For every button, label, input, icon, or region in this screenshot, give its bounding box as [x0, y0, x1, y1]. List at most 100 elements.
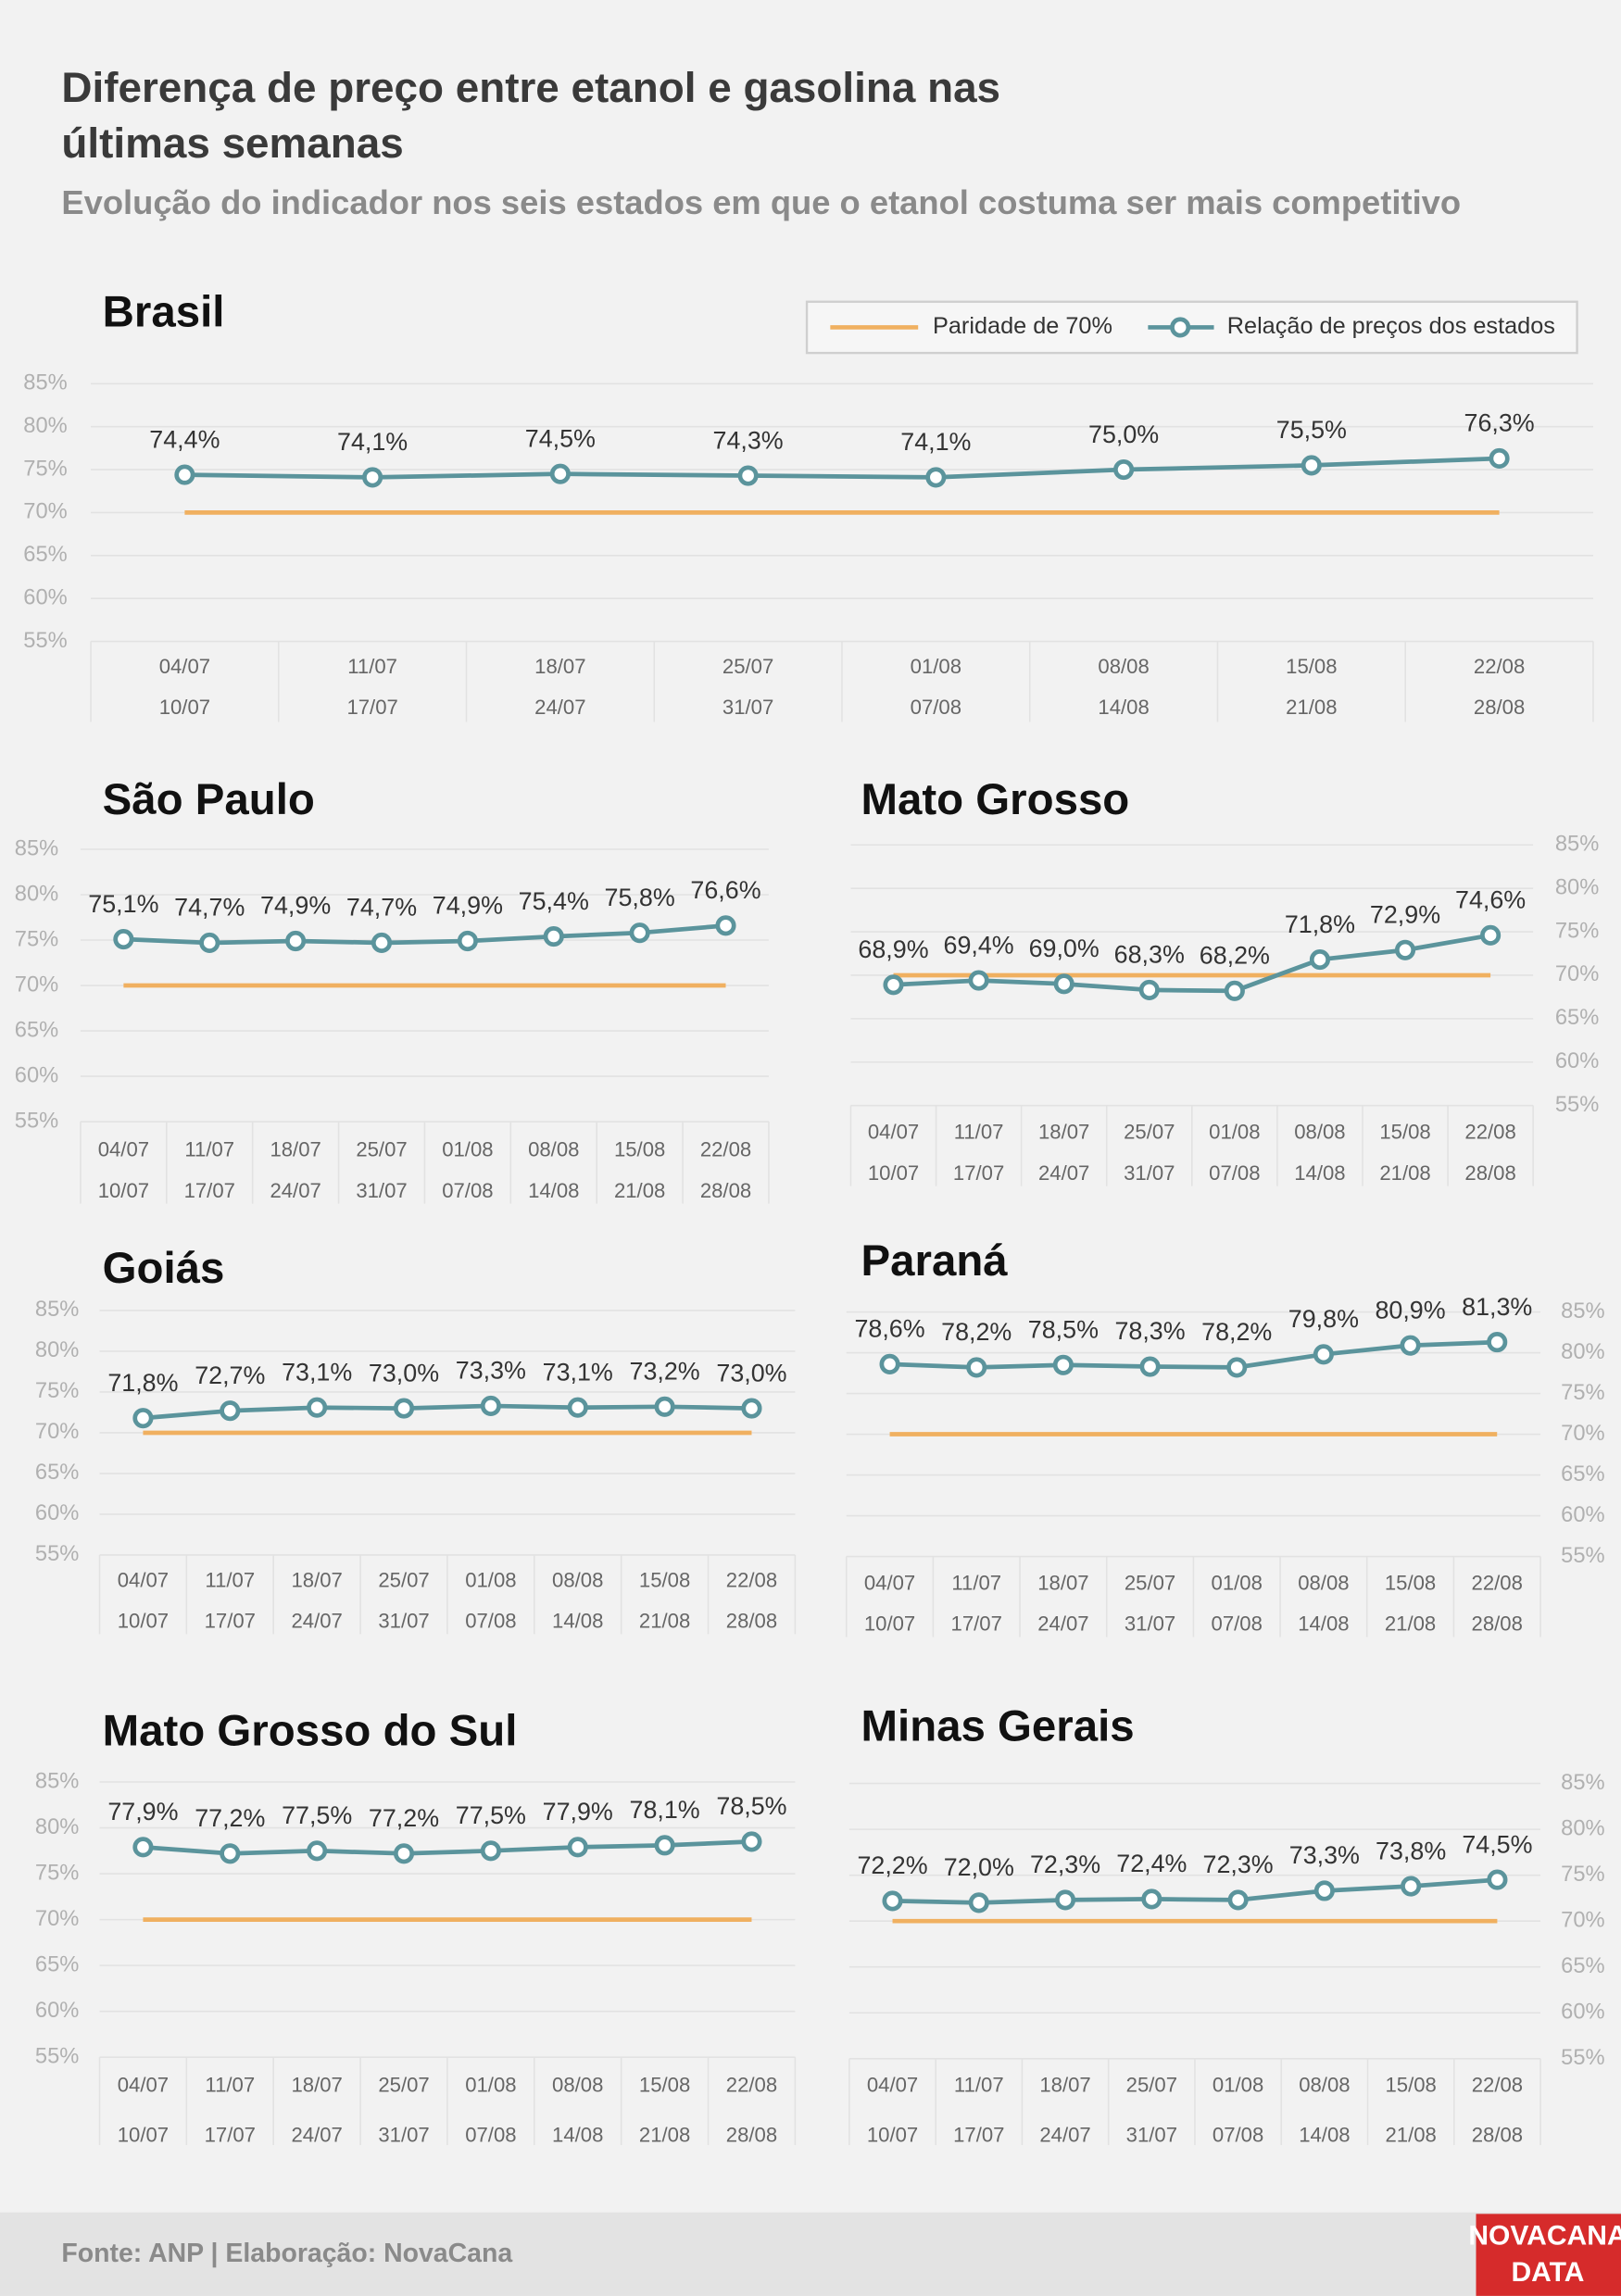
x-tick-label: 15/08	[614, 1138, 665, 1161]
point	[307, 1840, 328, 1862]
point	[1138, 979, 1160, 1000]
series-line	[889, 1339, 1498, 1370]
y-tick-label: 70%	[1561, 1908, 1604, 1932]
x-tick-label: 24/07	[291, 1610, 342, 1633]
point	[567, 1397, 588, 1418]
y-tick-label: 65%	[23, 543, 67, 567]
x-tick-label: 25/07	[378, 1568, 429, 1591]
x-tick-label: 31/07	[378, 2123, 429, 2146]
x-tick-label: 11/07	[954, 1121, 1004, 1144]
x-tick-label: 24/07	[534, 696, 585, 719]
y-tick-label: 75%	[35, 1861, 79, 1885]
point	[132, 1837, 154, 1858]
data-label: 78,2%	[941, 1318, 1012, 1346]
x-tick-label: 24/07	[1038, 1161, 1089, 1185]
point	[1400, 1335, 1421, 1356]
x-tick-label: 08/08	[552, 1568, 603, 1591]
title-line: Diferença de preço entre etanol e gasoli…	[61, 64, 1000, 111]
data-label: 73,1%	[282, 1358, 352, 1386]
point	[715, 915, 736, 936]
point	[543, 926, 564, 947]
x-tick-label: 08/08	[1298, 1571, 1349, 1594]
data-label: 71,8%	[1285, 910, 1355, 938]
point	[1401, 1876, 1422, 1897]
y-tick-label: 70%	[1561, 1422, 1604, 1446]
point	[567, 1837, 588, 1858]
y-tick-label: 85%	[35, 1769, 79, 1793]
data-label: 72,3%	[1203, 1851, 1274, 1878]
x-tick-label: 21/08	[639, 1610, 690, 1633]
data-label: 76,6%	[690, 876, 760, 904]
series-line	[892, 1877, 1498, 1905]
x-tick-label: 31/07	[1124, 1161, 1175, 1185]
data-label: 75,4%	[519, 887, 589, 915]
x-tick-label: 31/07	[1125, 1612, 1175, 1636]
chart-title: Mato Grosso do Sul	[103, 1706, 518, 1755]
x-tick-label: 15/08	[1385, 1571, 1436, 1594]
point	[371, 932, 393, 954]
data-label: 73,8%	[1376, 1837, 1446, 1864]
x-tick-label: 07/08	[465, 1610, 516, 1633]
x-tick-label: 25/07	[378, 2074, 429, 2097]
data-label: 74,4%	[149, 425, 220, 453]
x-tick-label: 11/07	[205, 1568, 255, 1591]
data-label: 78,6%	[854, 1315, 924, 1343]
x-tick-label: 10/07	[159, 696, 210, 719]
data-label: 68,3%	[1114, 941, 1185, 969]
chart-title: Paraná	[861, 1236, 1009, 1286]
y-tick-label: 85%	[23, 371, 67, 395]
data-label: 74,7%	[174, 894, 245, 922]
y-tick-label: 80%	[1555, 875, 1599, 899]
x-tick-label: 15/08	[639, 1568, 690, 1591]
x-tick-label: 01/08	[1209, 1121, 1260, 1144]
y-tick-label: 80%	[1561, 1340, 1604, 1364]
data-label: 80,9%	[1375, 1296, 1445, 1324]
y-tick-label: 65%	[1561, 1462, 1604, 1487]
x-tick-label: 21/08	[1286, 696, 1337, 719]
point	[132, 1408, 154, 1429]
chart-title: São Paulo	[103, 775, 315, 824]
x-tick-label: 04/07	[864, 1571, 915, 1594]
x-tick-label: 18/07	[1038, 1121, 1089, 1144]
x-tick-label: 10/07	[98, 1179, 149, 1202]
x-tick-label: 15/08	[1286, 655, 1337, 678]
x-tick-label: 07/08	[1212, 1612, 1263, 1636]
y-tick-label: 55%	[1561, 1544, 1604, 1568]
x-tick-label: 14/08	[528, 1179, 579, 1202]
data-label: 74,5%	[1462, 1830, 1532, 1858]
point	[968, 970, 989, 991]
x-tick-label: 18/07	[534, 655, 585, 678]
point	[480, 1840, 501, 1862]
x-tick-label: 17/07	[953, 1161, 1004, 1185]
point	[1489, 447, 1510, 470]
data-label: 72,0%	[944, 1853, 1014, 1881]
x-tick-label: 15/08	[1385, 2074, 1436, 2097]
x-tick-label: 11/07	[184, 1138, 234, 1161]
data-label: 78,2%	[1201, 1318, 1272, 1346]
y-tick-label: 75%	[1561, 1863, 1604, 1887]
x-tick-label: 22/08	[1472, 2074, 1523, 2097]
y-tick-label: 75%	[1561, 1381, 1604, 1405]
data-label: 75,5%	[1276, 416, 1347, 444]
y-tick-label: 55%	[1561, 2046, 1604, 2070]
x-tick-label: 04/07	[867, 2074, 918, 2097]
x-tick-label: 24/07	[1037, 1612, 1088, 1636]
point	[220, 1400, 241, 1422]
x-tick-label: 07/08	[465, 2123, 516, 2146]
point	[1480, 924, 1502, 946]
title-line: últimas semanas	[61, 119, 403, 167]
x-tick-label: 25/07	[356, 1138, 407, 1161]
x-tick-label: 07/08	[1209, 1161, 1260, 1185]
point	[393, 1398, 415, 1419]
x-tick-label: 10/07	[868, 1161, 919, 1185]
series-line	[143, 1403, 752, 1421]
y-tick-label: 60%	[35, 1501, 79, 1525]
point	[549, 463, 571, 484]
data-label: 68,9%	[858, 935, 928, 963]
x-tick-label: 24/07	[270, 1179, 320, 1202]
x-tick-label: 25/07	[1124, 1121, 1175, 1144]
data-label: 74,5%	[525, 424, 596, 452]
data-label: 69,4%	[944, 931, 1014, 959]
point	[737, 465, 759, 486]
